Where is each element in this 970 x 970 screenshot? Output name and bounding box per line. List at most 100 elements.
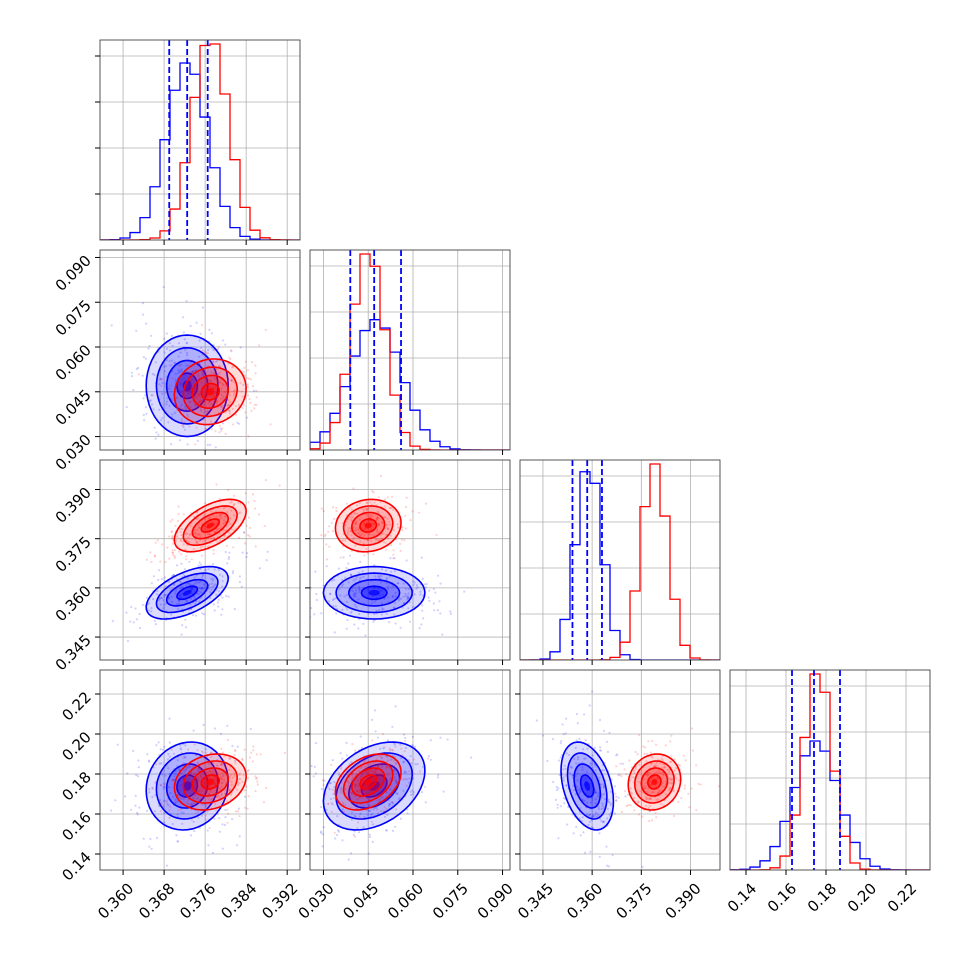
scatter-point (160, 762, 163, 765)
scatter-point (322, 783, 325, 787)
scatter-point (210, 751, 213, 754)
contour-line (335, 752, 414, 820)
scatter-point (697, 782, 700, 785)
scatter-point (208, 798, 211, 801)
scatter-point (620, 775, 623, 778)
scatter-point (161, 773, 164, 776)
scatter-point (185, 364, 188, 367)
scatter-point (217, 794, 220, 798)
scatter-point (214, 531, 217, 534)
scatter-point (356, 779, 359, 782)
scatter-point (384, 498, 387, 501)
scatter-point (243, 531, 246, 534)
scatter-point (220, 404, 223, 407)
scatter-point (576, 779, 579, 782)
density-fill (368, 781, 380, 791)
scatter-point (196, 797, 199, 800)
scatter-point (198, 779, 201, 782)
scatter-point (360, 788, 363, 791)
scatter-point (223, 755, 226, 758)
scatter-point (176, 800, 179, 803)
scatter-point (227, 403, 230, 406)
scatter-point (350, 516, 353, 519)
scatter-point (601, 804, 604, 807)
scatter-point (126, 772, 129, 775)
scatter-point (247, 795, 250, 798)
scatter-point (591, 766, 594, 769)
scatter-point (230, 379, 233, 382)
scatter-point (366, 802, 369, 805)
scatter-point (210, 346, 213, 349)
scatter-point (388, 802, 391, 805)
scatter-point (163, 812, 166, 815)
scatter-point (211, 770, 214, 773)
scatter-point (354, 521, 357, 524)
scatter-point (190, 388, 193, 391)
scatter-point (633, 796, 636, 799)
scatter-point (246, 377, 249, 380)
scatter-point (320, 507, 323, 510)
scatter-point (360, 775, 363, 778)
scatter-point (569, 772, 572, 775)
scatter-point (340, 781, 343, 784)
scatter-point (378, 799, 381, 802)
scatter-point (250, 361, 253, 364)
scatter-point (363, 534, 366, 537)
scatter-point (246, 769, 249, 773)
scatter-point (353, 783, 356, 786)
scatter-point (207, 517, 210, 520)
scatter-point (393, 557, 396, 560)
scatter-point (325, 558, 329, 561)
scatter-point (368, 785, 371, 788)
scatter-point (209, 380, 213, 383)
scatter-point (178, 370, 181, 373)
scatter-point (206, 410, 209, 413)
scatter-point (217, 598, 220, 601)
scatter-point (255, 389, 258, 392)
scatter-point (591, 813, 594, 817)
scatter-point (220, 763, 223, 766)
scatter-point (359, 576, 362, 580)
scatter-point (161, 392, 164, 395)
y-tick-label: 0.390 (52, 484, 95, 527)
scatter-point (149, 551, 152, 554)
scatter-point (196, 394, 199, 397)
scatter-point (168, 580, 171, 583)
scatter-point (134, 607, 137, 610)
scatter-point (165, 400, 169, 403)
scatter-point (186, 384, 189, 387)
scatter-point (364, 634, 367, 637)
scatter-point (366, 589, 369, 592)
scatter-point (380, 589, 383, 593)
scatter-point (235, 788, 239, 791)
scatter-point (599, 746, 602, 749)
scatter-point (174, 798, 177, 801)
scatter-point (621, 762, 624, 765)
scatter-point (212, 603, 215, 606)
scatter-point (213, 584, 216, 587)
scatter-point (368, 804, 371, 807)
scatter-point (366, 539, 369, 542)
scatter-point (165, 864, 169, 867)
scatter-point (221, 823, 224, 826)
scatter-point (171, 779, 174, 782)
panel-frame (519, 459, 721, 661)
x-tick-label: 0.075 (429, 880, 472, 923)
scatter-point (183, 755, 186, 758)
scatter-point (354, 544, 357, 547)
scatter-point (210, 789, 213, 792)
scatter-point (250, 751, 253, 754)
scatter-point (409, 519, 412, 522)
contour-line (334, 753, 402, 811)
scatter-point (334, 605, 337, 608)
scatter-point (374, 769, 377, 772)
scatter-point (220, 387, 223, 390)
histogram-step (520, 463, 720, 660)
scatter-point (186, 443, 189, 446)
scatter-point (163, 603, 166, 606)
density-fill (206, 388, 215, 396)
scatter-point (594, 813, 597, 816)
scatter-point (401, 526, 404, 529)
scatter-point (401, 529, 404, 532)
scatter-point (240, 585, 243, 588)
